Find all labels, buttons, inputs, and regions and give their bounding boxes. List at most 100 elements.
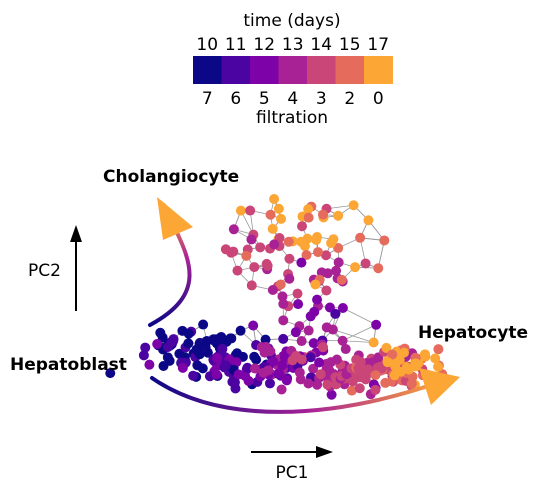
cell-node (177, 362, 188, 373)
cell-node (370, 384, 381, 395)
colorbar-filtration-tick: 3 (316, 89, 327, 109)
cell-node (313, 247, 324, 258)
cell-node (336, 274, 347, 285)
colorbar-segments: 10 7 11 6 12 5 13 4 14 3 15 2 17 0 (193, 35, 393, 109)
cell-node (140, 342, 151, 353)
cell-node (309, 306, 320, 317)
cell-node (379, 235, 390, 246)
cell-node (260, 334, 271, 345)
cell-node (430, 353, 441, 364)
colorbar-segment (250, 56, 279, 84)
colorbar-filtration-title: filtration (256, 108, 328, 128)
hepatocyte-label: Hepatocyte (418, 323, 528, 343)
colorbar-time-tick: 10 (196, 35, 218, 55)
cell-node (246, 280, 257, 291)
colorbar-time-tick: 11 (225, 35, 247, 55)
colorbar-segment (221, 56, 251, 84)
cell-node (333, 257, 344, 268)
pc2-arrowhead (70, 225, 82, 242)
cell-node (419, 349, 430, 360)
colorbar-time-tick: 12 (253, 35, 275, 55)
cell-node (326, 238, 337, 249)
cell-node (355, 356, 366, 367)
cell-node (371, 319, 382, 330)
cell-node (188, 370, 199, 381)
hepatoblast-label: Hepatoblast (10, 355, 127, 375)
pc1-axis: PC1 (251, 446, 333, 483)
cell-node (256, 342, 267, 353)
cell-node (211, 334, 222, 345)
colorbar-time-title: time (days) (243, 11, 340, 31)
cell-node (327, 324, 338, 335)
cell-node (297, 221, 308, 232)
cell-node (267, 284, 278, 295)
cell-node (265, 346, 276, 357)
cell-node (294, 367, 305, 378)
cell-node (308, 363, 319, 374)
cell-node (321, 285, 332, 296)
cell-node (241, 250, 252, 261)
cell-node (331, 354, 342, 365)
cell-node (370, 370, 381, 381)
cell-node (433, 361, 444, 372)
cell-node (312, 294, 323, 305)
cell-node (242, 362, 253, 373)
cell-node (275, 279, 286, 290)
graph-nodes (105, 193, 448, 400)
cell-node (250, 363, 261, 374)
cell-node (233, 369, 244, 380)
cell-node (410, 358, 421, 369)
cell-node (395, 366, 406, 377)
cell-node (220, 244, 231, 255)
cell-node (220, 360, 231, 371)
graph-edge (342, 324, 377, 342)
hepatocyte-arrow (150, 376, 442, 414)
graph-edge (342, 340, 374, 343)
cell-node (227, 376, 238, 387)
colorbar-time-tick: 13 (282, 35, 304, 55)
cell-node (235, 205, 246, 216)
cell-node (155, 327, 166, 338)
colorbar: time (days) 10 7 11 6 12 5 13 4 14 3 15 2 17 0 filtra… (193, 11, 393, 128)
cell-node (251, 354, 262, 365)
cell-node (226, 333, 237, 344)
colorbar-segment (307, 56, 336, 84)
cell-node (197, 363, 208, 374)
cholangiocyte-label: Cholangiocyte (103, 167, 239, 187)
colorbar-filtration-tick: 6 (230, 89, 241, 109)
cell-node (333, 243, 344, 254)
cell-node (228, 224, 239, 235)
cell-node (262, 260, 273, 271)
cell-node (305, 352, 316, 363)
cell-node (333, 210, 344, 221)
cell-node (312, 232, 323, 243)
cell-node (231, 357, 242, 368)
cell-node (303, 204, 314, 215)
cell-node (255, 242, 266, 253)
cell-node (373, 263, 384, 274)
colorbar-time-tick: 14 (310, 35, 332, 55)
cell-node (276, 213, 287, 224)
cell-node (183, 328, 194, 339)
cell-node (277, 360, 288, 371)
cell-node (276, 384, 287, 395)
cell-node (296, 257, 307, 268)
cell-node (269, 239, 280, 250)
cell-node (330, 308, 341, 319)
cell-node (162, 352, 173, 363)
cell-node (346, 385, 357, 396)
cell-node (152, 339, 163, 350)
cell-node (217, 343, 228, 354)
cell-node (368, 337, 379, 348)
cell-node (273, 203, 284, 214)
cell-node (278, 315, 289, 326)
cholangiocyte-arrowhead (157, 197, 193, 240)
colorbar-segment (364, 56, 393, 84)
graph-edge (342, 307, 377, 326)
cell-node (235, 325, 246, 336)
cell-node (290, 327, 301, 338)
trajectory-arrows (148, 197, 460, 414)
cell-node (198, 319, 209, 330)
pc2-axis: PC2 (28, 225, 82, 311)
cell-node (245, 205, 256, 216)
